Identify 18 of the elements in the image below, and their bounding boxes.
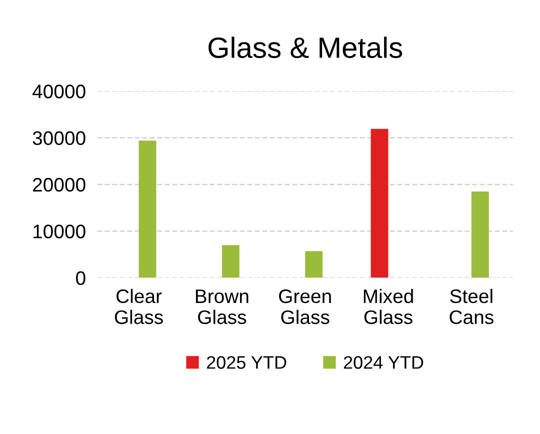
bar <box>370 128 388 278</box>
y-tick-label: 20000 <box>33 178 86 192</box>
x-tick-label: Mixed Glass <box>364 288 413 324</box>
legend-label: 2024 YTD <box>344 356 424 369</box>
bar <box>138 140 156 278</box>
bar <box>222 245 240 278</box>
bar <box>305 251 323 278</box>
y-tick-label: 0 <box>76 271 86 285</box>
x-tick-label: Steel Cans <box>450 288 494 324</box>
chart-title: Glass & Metals <box>208 36 402 58</box>
y-tick-label: 10000 <box>34 224 86 238</box>
x-tick-label: Brown Glass <box>196 290 248 324</box>
y-tick-label: 30000 <box>32 131 86 146</box>
x-tick-label: Green Glass <box>279 289 331 324</box>
x-tick-label: Clear Glass <box>114 288 163 324</box>
bar <box>471 191 489 278</box>
legend-label: 2025 YTD <box>206 356 286 369</box>
y-tick-label: 40000 <box>32 84 86 98</box>
